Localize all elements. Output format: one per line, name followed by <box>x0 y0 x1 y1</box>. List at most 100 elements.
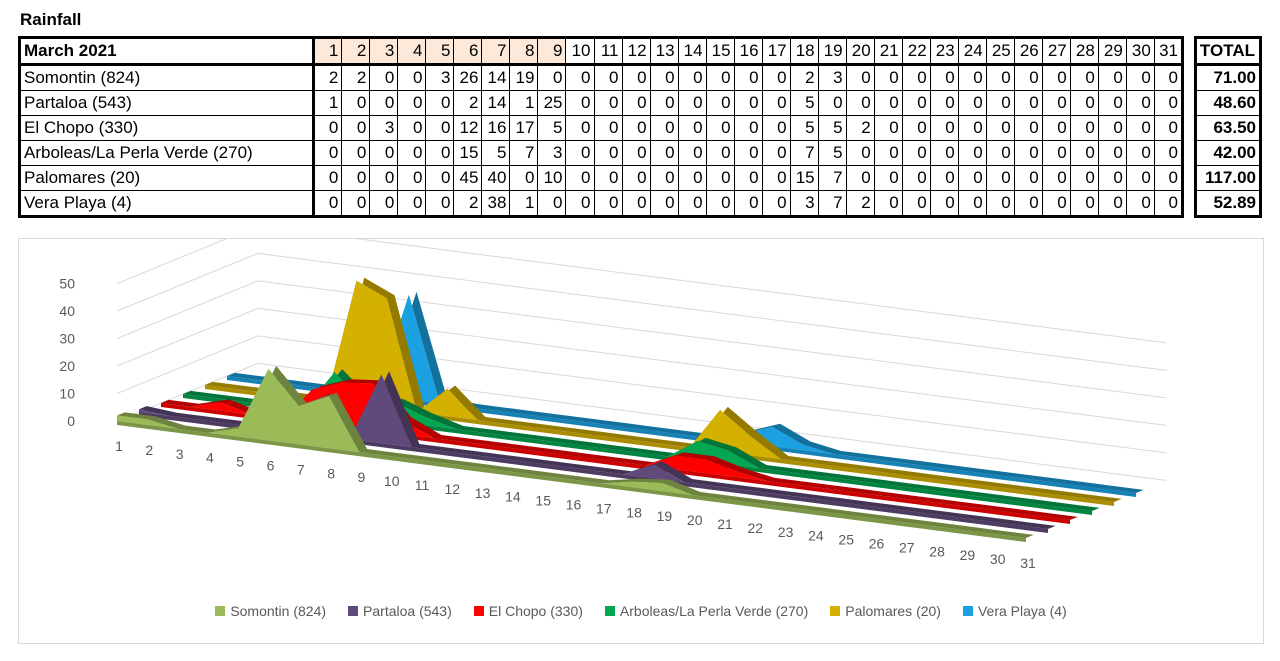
rainfall-cell: 0 <box>593 140 623 166</box>
legend-label: Palomares (20) <box>845 603 941 619</box>
rainfall-cell: 0 <box>397 115 427 141</box>
rainfall-cell: 0 <box>761 190 791 218</box>
rainfall-cell: 0 <box>957 190 987 218</box>
y-tick-label: 40 <box>59 303 75 319</box>
total-row: 42.00 <box>1194 140 1262 166</box>
x-tick-label: 18 <box>626 504 642 520</box>
rainfall-cell: 0 <box>901 64 931 91</box>
total-value: 48.60 <box>1194 90 1262 116</box>
page-title: Rainfall <box>20 10 82 29</box>
rainfall-cell: 0 <box>929 90 959 116</box>
rainfall-cell: 0 <box>901 190 931 218</box>
rainfall-cell: 0 <box>621 64 651 91</box>
day-header: 20 <box>845 36 875 66</box>
rainfall-cell: 0 <box>1153 165 1185 191</box>
x-tick-label: 25 <box>838 532 854 548</box>
day-header: 28 <box>1069 36 1099 66</box>
x-tick-label: 26 <box>869 536 885 552</box>
series-top-face <box>161 379 1078 520</box>
rainfall-cell: 0 <box>509 165 539 191</box>
rainfall-cell: 0 <box>397 90 427 116</box>
rainfall-cell: 0 <box>1013 165 1043 191</box>
rainfall-cell: 0 <box>1069 165 1099 191</box>
rainfall-cell: 0 <box>593 115 623 141</box>
rainfall-cell: 5 <box>817 140 847 166</box>
day-header: 17 <box>761 36 791 66</box>
rainfall-cell: 0 <box>901 140 931 166</box>
day-header: 5 <box>425 36 455 66</box>
y-tick-label: 30 <box>59 331 75 347</box>
rainfall-cell: 40 <box>481 165 511 191</box>
rainfall-cell: 0 <box>761 115 791 141</box>
x-tick-label: 4 <box>206 450 214 466</box>
rainfall-cell: 0 <box>761 165 791 191</box>
total-row: 52.89 <box>1194 190 1262 218</box>
rainfall-cell: 0 <box>593 190 623 218</box>
legend-label: Partaloa (543) <box>363 603 452 619</box>
table-row: Palomares (20) 0 0 0 0 0 45 40 0 10 0 0 0 0 0 0 0 0 15 7 0 0 0… <box>17 165 1185 191</box>
rainfall-cell: 0 <box>901 165 931 191</box>
day-header: 7 <box>481 36 511 66</box>
y-tick-label: 50 <box>59 276 75 292</box>
rainfall-cell: 0 <box>341 140 371 166</box>
rainfall-cell: 0 <box>1013 64 1043 91</box>
rainfall-cell: 1 <box>509 190 539 218</box>
day-header: 11 <box>593 36 623 66</box>
rainfall-cell: 0 <box>369 140 399 166</box>
rainfall-cell: 0 <box>929 140 959 166</box>
day-header: 9 <box>537 36 567 66</box>
rainfall-cell: 5 <box>789 115 819 141</box>
day-header: 22 <box>901 36 931 66</box>
rainfall-cell: 0 <box>341 190 371 218</box>
x-tick-label: 12 <box>445 481 461 497</box>
rainfall-cell: 0 <box>901 90 931 116</box>
legend-label: Vera Playa (4) <box>977 603 1067 619</box>
rainfall-cell: 0 <box>1041 140 1071 166</box>
x-tick-label: 19 <box>657 508 673 524</box>
legend-swatch <box>830 606 841 616</box>
rainfall-cell: 0 <box>397 165 427 191</box>
rainfall-cell: 0 <box>1069 90 1099 116</box>
gridline <box>116 239 1167 344</box>
x-tick-label: 23 <box>778 524 794 540</box>
rainfall-cell: 0 <box>761 64 791 91</box>
total-value: 42.00 <box>1194 140 1262 166</box>
rainfall-cell: 0 <box>845 90 875 116</box>
rainfall-cell: 0 <box>1013 90 1043 116</box>
rainfall-cell: 19 <box>509 64 539 91</box>
day-header: 21 <box>873 36 903 66</box>
rainfall-cell: 3 <box>789 190 819 218</box>
rainfall-cell: 0 <box>677 140 707 166</box>
rainfall-cell: 0 <box>985 165 1015 191</box>
rainfall-cell: 0 <box>845 165 875 191</box>
x-tick-label: 14 <box>505 489 521 505</box>
rainfall-cell: 5 <box>537 115 567 141</box>
rainfall-cell: 7 <box>509 140 539 166</box>
rainfall-cell: 0 <box>1041 115 1071 141</box>
rainfall-cell: 0 <box>873 64 903 91</box>
rainfall-cell: 0 <box>873 90 903 116</box>
rainfall-cell: 38 <box>481 190 511 218</box>
gridlines <box>116 239 1167 481</box>
rainfall-cell: 0 <box>985 90 1015 116</box>
y-tick-label: 0 <box>67 413 75 429</box>
day-header: 16 <box>733 36 763 66</box>
rainfall-cell: 0 <box>1069 115 1099 141</box>
legend-item: Partaloa (543) <box>348 603 452 619</box>
rainfall-cell: 0 <box>733 90 763 116</box>
rainfall-cell: 0 <box>845 64 875 91</box>
series-base <box>117 421 1026 542</box>
legend-swatch <box>962 606 973 616</box>
rainfall-cell: 0 <box>565 90 595 116</box>
rainfall-cell: 0 <box>873 190 903 218</box>
series-area <box>139 374 1048 529</box>
station-name: Vera Playa (4) <box>17 190 316 218</box>
total-row: 63.50 <box>1194 115 1262 141</box>
day-header: 10 <box>565 36 595 66</box>
series-1 <box>139 371 1056 533</box>
gridline <box>116 307 1167 426</box>
x-tick-label: 2 <box>145 442 153 458</box>
day-header: 30 <box>1125 36 1155 66</box>
day-header: 29 <box>1097 36 1127 66</box>
